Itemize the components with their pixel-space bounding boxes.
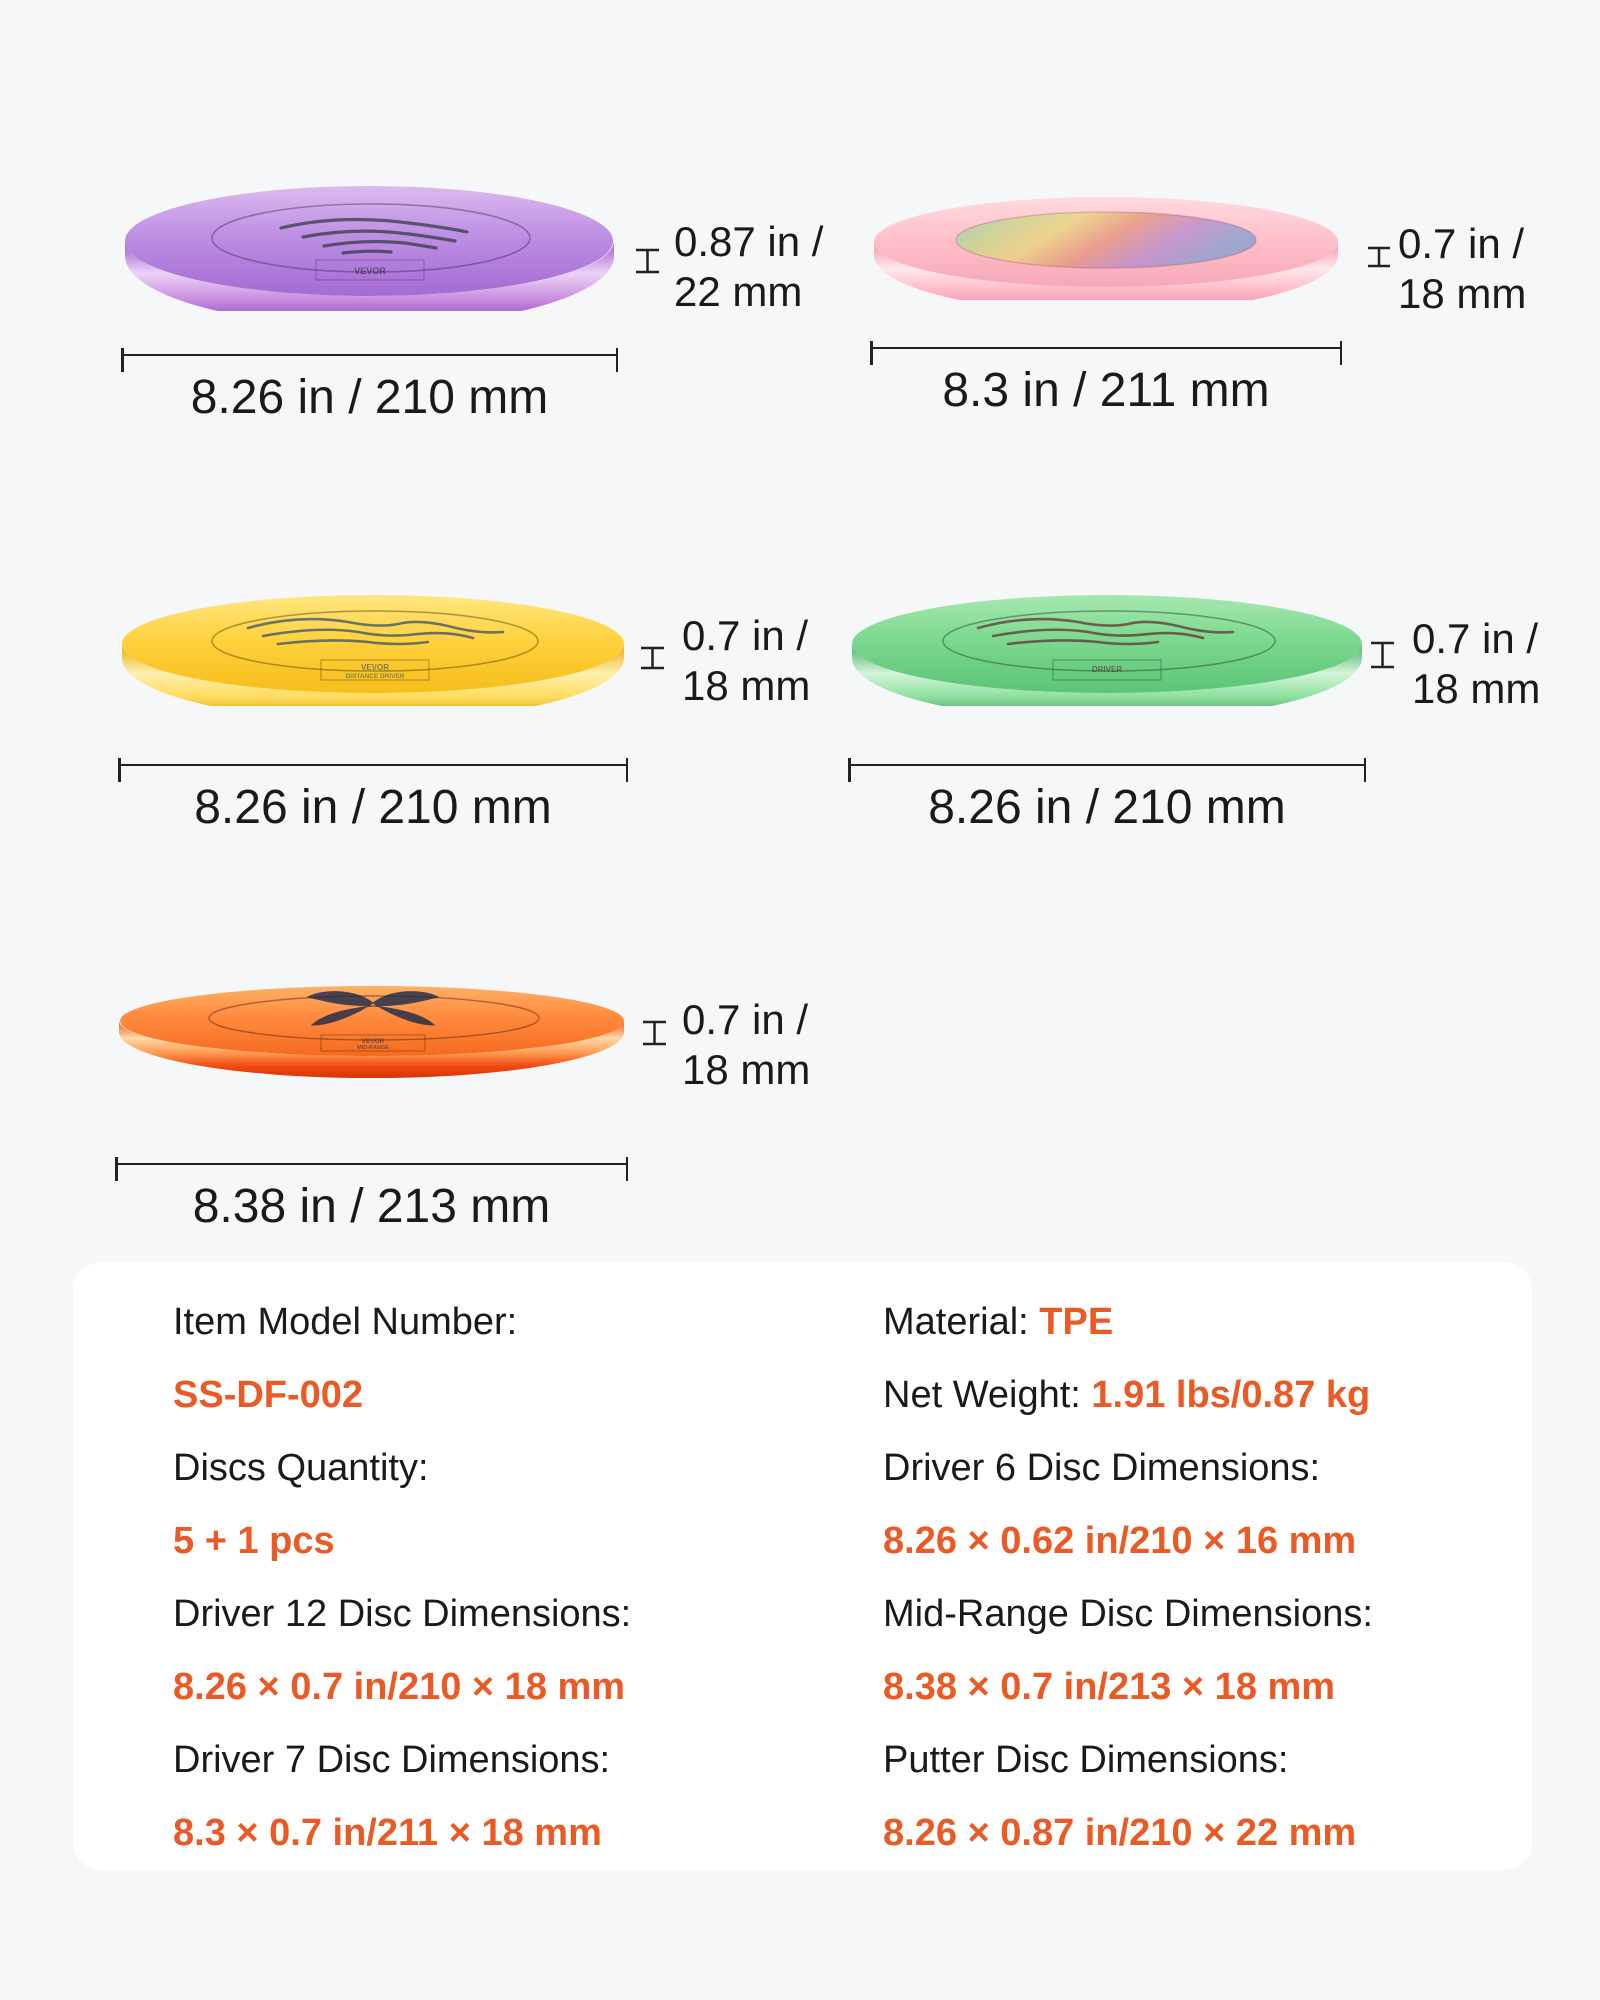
svg-text:VEVOR: VEVOR	[354, 266, 386, 276]
svg-text:DISTANCE DRIVER: DISTANCE DRIVER	[345, 673, 404, 680]
svg-text:DRIVER: DRIVER	[1092, 665, 1122, 674]
svg-text:MID-RANGE: MID-RANGE	[357, 1045, 389, 1051]
svg-text:VEVOR: VEVOR	[361, 663, 389, 672]
svg-text:VEVOR: VEVOR	[362, 1038, 385, 1045]
